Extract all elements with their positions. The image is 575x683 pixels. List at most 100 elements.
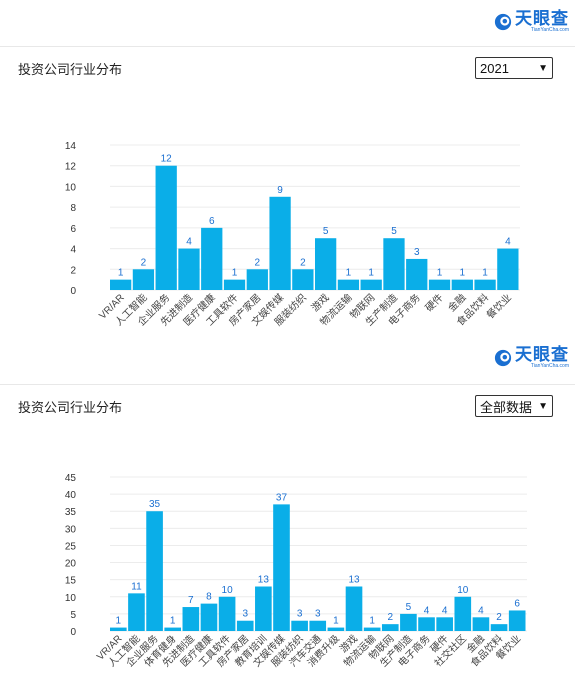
data-label: 1 [346,268,352,279]
bar[interactable] [497,248,519,290]
bar[interactable] [327,627,345,631]
y-tick-label: 0 [70,627,76,638]
brand-subtitle: TianYanCha.com [530,363,569,369]
data-label: 13 [348,575,360,586]
data-label: 4 [424,605,430,616]
data-label: 5 [406,602,412,613]
brand-logo: 天眼查 TianYanCha.com [494,10,569,33]
bar[interactable] [360,279,382,290]
data-label: 9 [277,185,283,196]
bar[interactable] [418,617,435,631]
bar[interactable] [472,617,490,631]
range-select[interactable]: 全部数据 ▼ [475,395,553,417]
data-label: 7 [188,595,194,606]
panel-title: 投资公司行业分布 [18,62,123,77]
bar[interactable] [474,279,496,290]
data-label: 1 [369,616,375,627]
data-label: 1 [437,268,443,279]
y-tick-label: 14 [65,141,77,152]
bar[interactable] [155,165,177,290]
bar[interactable] [428,279,451,290]
chart-panel-2: 投资公司行业分布 全部数据 ▼ 0 5 10 15 20 25 30 35 40 45 1 VR/AR… [0,384,575,683]
brand-logo: 天眼查 TianYanCha.com [494,346,569,369]
bar[interactable] [451,279,473,290]
bar[interactable] [223,279,246,290]
bar[interactable] [110,627,127,631]
data-label: 1 [460,268,466,279]
panel-title: 投资公司行业分布 [18,400,123,415]
bar[interactable] [269,196,291,290]
bar-chart: 0510152025303540451VR/AR11人工智能35企业服务1体育健… [65,473,527,669]
data-label: 6 [209,216,215,227]
bar[interactable] [255,586,272,631]
bar[interactable] [315,238,337,290]
bar[interactable] [218,596,236,631]
bar[interactable] [110,279,132,290]
data-label: 5 [323,226,329,237]
data-label: 10 [222,585,234,596]
bar[interactable] [381,624,399,631]
brand-mark-icon [494,349,512,366]
bar[interactable] [178,248,200,290]
chevron-down-icon: ▼ [538,62,548,74]
y-tick-label: 35 [65,507,77,518]
y-tick-label: 8 [70,203,76,214]
data-label: 2 [255,257,261,268]
y-tick-label: 0 [70,286,76,297]
bar[interactable] [236,620,254,631]
bar[interactable] [201,227,223,290]
bar[interactable] [363,627,381,631]
brand-name: 天眼查 [515,345,569,364]
bar[interactable] [406,258,428,290]
data-label: 11 [131,581,142,592]
bar[interactable] [200,603,218,631]
data-label: 3 [297,609,303,620]
data-label: 1 [118,268,124,279]
bar[interactable] [309,620,327,631]
chevron-down-icon: ▼ [538,400,548,412]
bar[interactable] [128,593,145,631]
bar[interactable] [508,610,526,631]
y-tick-label: 10 [65,593,77,604]
bar[interactable] [337,279,360,290]
data-label: 1 [232,268,238,279]
brand-name: 天眼查 [515,9,569,28]
bar[interactable] [246,269,268,290]
bar[interactable] [400,613,417,631]
data-label: 4 [505,237,511,248]
data-label: 3 [242,609,248,620]
data-label: 2 [496,612,502,623]
data-label: 2 [387,612,393,623]
data-label: 5 [391,226,397,237]
y-tick-label: 25 [65,541,77,552]
data-label: 1 [116,616,122,627]
bar[interactable] [345,586,363,631]
bar[interactable] [292,269,314,290]
data-label: 10 [457,585,469,596]
bar[interactable] [132,269,155,290]
data-label: 4 [478,605,484,616]
bar[interactable] [273,504,290,631]
bar[interactable] [436,617,453,631]
y-tick-label: 45 [65,473,77,484]
data-label: 3 [414,247,420,258]
y-tick-label: 4 [70,245,76,256]
bar[interactable] [383,238,405,290]
bar[interactable] [291,620,308,631]
data-label: 12 [161,154,173,165]
bar-chart: 024681012141VR/AR2人工智能12企业服务4先进制造6医疗健康1工… [65,141,520,328]
data-label: 6 [514,598,520,609]
bar[interactable] [182,607,200,631]
y-tick-label: 30 [65,524,77,535]
data-label: 4 [442,605,448,616]
bar[interactable] [146,511,163,631]
year-select[interactable]: 2021 ▼ [475,57,553,79]
data-label: 1 [368,268,374,279]
y-tick-label: 12 [65,162,77,173]
data-label: 1 [482,268,488,279]
data-label: 13 [258,575,270,586]
bar[interactable] [164,627,182,631]
bar[interactable] [454,596,472,631]
bar[interactable] [490,624,508,631]
data-label: 2 [141,257,147,268]
